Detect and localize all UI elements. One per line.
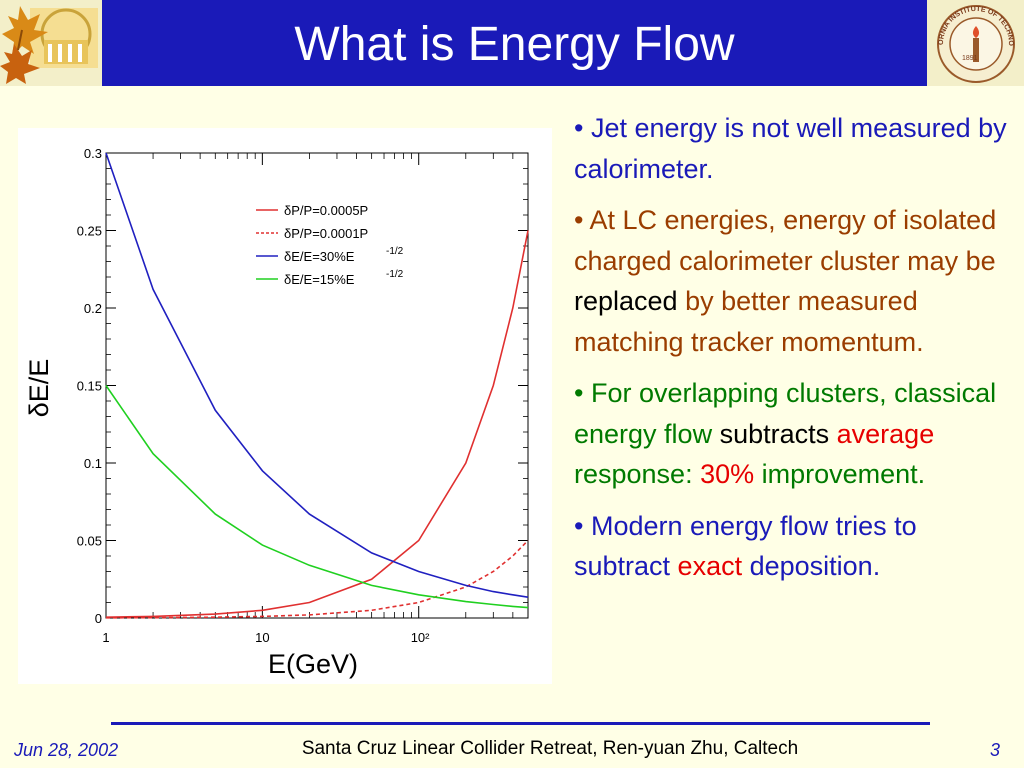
plot-frame: [105, 152, 529, 619]
x-tick-label: 1: [102, 630, 109, 645]
footer-page-number: 3: [990, 740, 1001, 760]
series-line: [105, 385, 529, 609]
bullet-text-segment: improvement.: [754, 459, 926, 489]
maple-leaf-logo-icon: [0, 0, 102, 86]
x-tick-label: 10: [255, 630, 269, 645]
bullet-text-segment: exact: [677, 551, 743, 581]
header-bar: [0, 0, 1024, 86]
bullet-text-segment: replaced: [574, 286, 678, 316]
caltech-seal-logo: CALIFORNIA INSTITUTE OF TECHNOLOGY 1891: [924, 0, 1024, 86]
bullet-text-segment: • At LC energies, energy of isolated cha…: [574, 205, 997, 276]
x-axis-label: E(GeV): [268, 649, 358, 679]
legend-label: δE/E=15%E: [284, 272, 355, 287]
y-tick-label: 0.2: [84, 301, 102, 316]
y-tick-label: 0.3: [84, 146, 102, 161]
legend-label-exponent: -1/2: [386, 269, 404, 280]
y-tick-label: 0.05: [77, 534, 102, 549]
seal-year: 1891: [962, 55, 978, 62]
slide-title: What is Energy Flow: [294, 18, 735, 71]
footer-date: Jun 28, 2002: [14, 740, 119, 760]
bullet-text-segment: • Jet energy is not well measured by cal…: [574, 113, 1007, 184]
bullet-text-segment: by better measured matching tracker mome…: [574, 286, 924, 357]
bullet-item: • Modern energy flow tries to subtract e…: [574, 506, 1019, 587]
legend-label-exponent: -1/2: [386, 246, 404, 257]
y-tick-label: 0.25: [77, 224, 102, 239]
legend-label: δE/E=30%E: [284, 249, 355, 264]
footer-presentation-info: Santa Cruz Linear Collider Retreat, Ren-…: [301, 738, 799, 759]
y-axis-label: δE/E: [24, 359, 54, 418]
bullet-text-segment: deposition.: [742, 551, 881, 581]
caltech-seal-icon: CALIFORNIA INSTITUTE OF TECHNOLOGY 1891: [924, 0, 1024, 86]
series-line: [105, 152, 529, 598]
y-tick-label: 0.15: [77, 379, 102, 394]
legend-label: δP/P=0.0005P: [284, 203, 368, 218]
footer-divider: [111, 722, 930, 725]
series-line: [105, 539, 529, 619]
bullet-list: • Jet energy is not well measured by cal…: [574, 108, 1019, 598]
bullet-text-segment: • Modern energy flow tries to subtract: [574, 510, 917, 582]
bullet-text-segment: • For overlapping clusters, classical en…: [574, 378, 997, 449]
bullet-text-segment: subtracts: [719, 418, 830, 449]
bullet-text-segment: average: [836, 418, 935, 449]
bullet-text-segment: 30%: [700, 459, 755, 489]
energy-resolution-chart: 0 0.05 0.1 0.15 0.2 0.25 0.3 1 10 10² E(GeV) δE/E δP…: [24, 146, 529, 679]
x-tick-label: 10²: [411, 630, 430, 645]
university-logo-left: [0, 0, 102, 86]
bullet-item: • Jet energy is not well measured by cal…: [574, 108, 1019, 189]
bullet-text-segment: response:: [574, 459, 701, 489]
series-line: [105, 230, 529, 618]
legend-label: δP/P=0.0001P: [284, 226, 368, 241]
bullet-item: • For overlapping clusters, classical en…: [574, 373, 1019, 495]
chart-panel: 0 0.05 0.1 0.15 0.2 0.25 0.3 1 10 10² E(GeV) δE/E δP…: [18, 128, 552, 684]
y-tick-label: 0: [95, 611, 102, 626]
y-tick-label: 0.1: [84, 456, 102, 471]
bullet-item: • At LC energies, energy of isolated cha…: [574, 200, 1019, 362]
bullet-text-segment: [829, 419, 837, 449]
